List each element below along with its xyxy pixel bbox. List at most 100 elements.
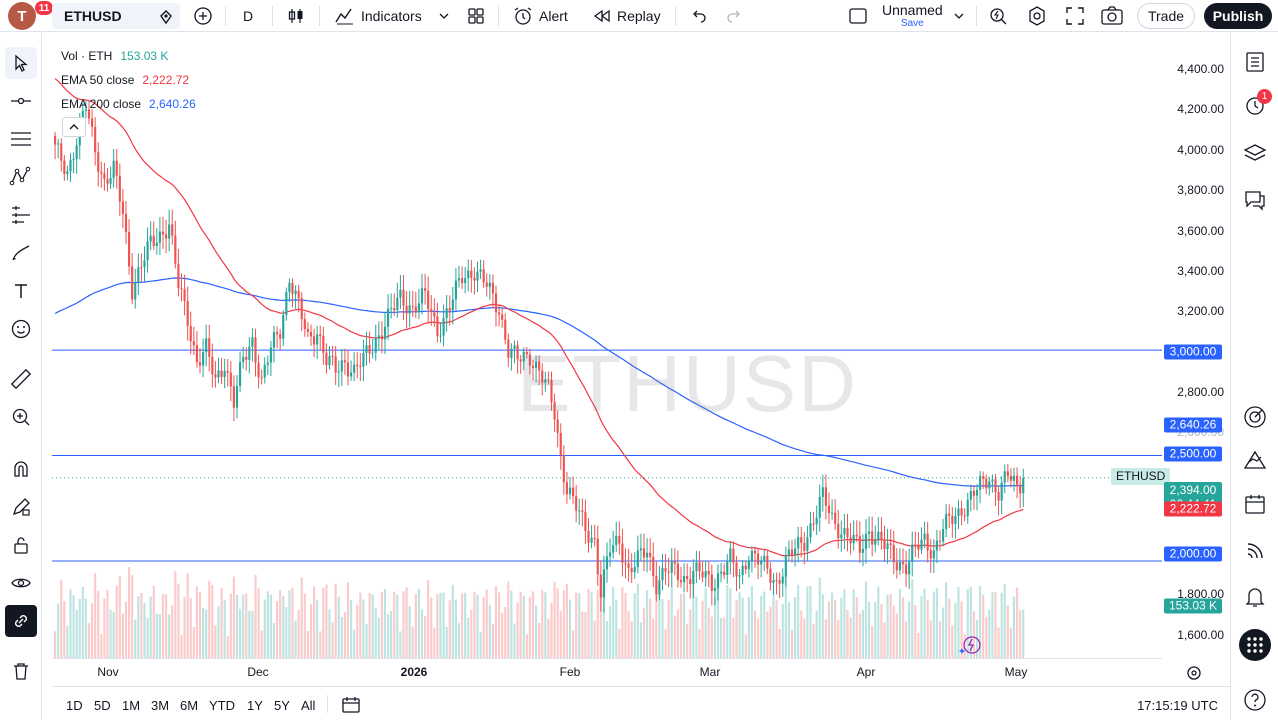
compare-symbol-button[interactable] (192, 0, 214, 32)
candle-body (103, 173, 106, 180)
notifications-button[interactable] (1240, 582, 1270, 612)
replay-button[interactable]: Replay (592, 0, 661, 32)
ema200-legend[interactable]: EMA 200 close 2,640.26 (61, 92, 196, 116)
forecast-tool[interactable] (5, 199, 37, 231)
help-button[interactable] (1240, 685, 1270, 715)
hide-tool[interactable] (5, 567, 37, 599)
candle-body (387, 308, 390, 327)
volume-bar (535, 605, 538, 658)
measure-tool[interactable] (5, 363, 37, 395)
apps-button[interactable] (1239, 629, 1271, 661)
undo-button[interactable] (688, 0, 708, 32)
cursor-tool[interactable] (5, 47, 37, 79)
calendar-button[interactable] (1240, 489, 1270, 519)
bottom-toolbar: 1D 5D 1M 3M 6M YTD 1Y 5Y All 17:15:19 UT… (52, 686, 1230, 720)
candle-body (942, 529, 945, 542)
candle-body (522, 351, 525, 362)
layout-menu[interactable] (848, 0, 868, 32)
sync-drawings-tool[interactable] (5, 605, 37, 637)
publish-button[interactable]: Publish (1204, 3, 1272, 29)
ema200-price-tag: 2,640.26 (1164, 417, 1222, 433)
volume-bar (414, 594, 417, 658)
range-5d[interactable]: 5D (94, 698, 111, 713)
volume-bar (766, 611, 769, 658)
time-axis[interactable]: Nov Dec 2026 Feb Mar Apr May (52, 658, 1162, 686)
divider (327, 695, 328, 713)
chart-type-button[interactable] (286, 0, 306, 32)
volume-bar (590, 591, 593, 658)
range-all[interactable]: All (301, 698, 316, 713)
layers-button[interactable] (1240, 138, 1270, 168)
watchlist-button[interactable] (1240, 47, 1270, 77)
ema50-legend[interactable]: EMA 50 close 2,222.72 (61, 68, 196, 92)
range-1m[interactable]: 1M (122, 698, 141, 713)
screener-button[interactable] (1240, 445, 1270, 475)
candle-body (54, 136, 57, 145)
remove-drawings-tool[interactable] (5, 655, 37, 687)
volume-bar (66, 625, 69, 658)
range-1y[interactable]: 1Y (247, 698, 263, 713)
symbol-search[interactable]: ETHUSD (52, 3, 180, 29)
trend-line-tool[interactable] (5, 85, 37, 117)
user-avatar[interactable]: T 11 (8, 1, 53, 30)
volume-bar (864, 581, 868, 658)
volume-bar (701, 600, 704, 658)
indicators-dropdown[interactable] (437, 0, 451, 32)
trade-button[interactable]: Trade (1137, 3, 1195, 29)
icons-tool[interactable] (5, 313, 37, 345)
range-6m[interactable]: 6M (180, 698, 199, 713)
range-5y[interactable]: 5Y (274, 698, 290, 713)
range-ytd[interactable]: YTD (209, 698, 235, 713)
fib-tool[interactable] (5, 123, 37, 155)
quick-search-button[interactable] (987, 0, 1009, 32)
ideas-button[interactable] (1240, 402, 1270, 432)
candle-body (559, 432, 562, 456)
volume-legend[interactable]: Vol · ETH 153.03 K (61, 44, 196, 68)
candle-body (328, 355, 331, 366)
candle-body (575, 496, 578, 511)
text-tool[interactable] (5, 275, 37, 307)
layout-dropdown[interactable] (952, 0, 966, 32)
alerts-button[interactable]: 1 (1240, 89, 1272, 120)
goto-date-button[interactable] (341, 695, 361, 718)
range-3m[interactable]: 3M (151, 698, 170, 713)
candle-body (908, 561, 911, 575)
layouts-button[interactable] (466, 0, 486, 32)
candle-body (747, 560, 750, 570)
drawing-mode-tool[interactable] (5, 491, 37, 523)
pattern-tool[interactable] (5, 161, 37, 193)
settings-button[interactable] (1026, 0, 1048, 32)
assistant-button[interactable] (958, 634, 984, 661)
zoom-tool[interactable] (5, 401, 37, 433)
redo-button[interactable] (725, 0, 745, 32)
candle-body (568, 487, 572, 495)
interval-button[interactable]: D (243, 8, 254, 24)
legend-collapse-button[interactable] (62, 117, 86, 137)
axis-settings-button[interactable] (1185, 664, 1203, 687)
utc-clock[interactable]: 17:15:19 UTC (1137, 698, 1218, 713)
brush-tool[interactable] (5, 237, 37, 269)
news-button[interactable] (1240, 536, 1270, 566)
volume-bar (461, 593, 464, 658)
symbol-search-icon[interactable] (158, 9, 174, 25)
range-1d[interactable]: 1D (66, 698, 83, 713)
fullscreen-button[interactable] (1064, 0, 1086, 32)
candle-body (217, 370, 220, 378)
volume-bar (337, 596, 340, 658)
candle-body (158, 231, 161, 243)
candle-body (757, 553, 760, 565)
volume-bar (140, 592, 143, 658)
layout-name-button[interactable]: Unnamed Save (882, 2, 943, 30)
snapshot-button[interactable] (1100, 0, 1124, 32)
magnet-tool[interactable] (5, 453, 37, 485)
chart-pane[interactable]: ETHUSD (52, 38, 1162, 658)
candle-body (288, 282, 291, 292)
chats-button[interactable] (1240, 185, 1270, 215)
indicators-button[interactable]: Indicators (334, 0, 422, 32)
lock-tool[interactable] (5, 529, 37, 561)
volume-bar (325, 584, 328, 658)
alert-button[interactable]: Alert (512, 0, 568, 32)
price-axis[interactable]: 4,400.00 4,200.00 4,000.00 3,800.00 3,60… (1162, 38, 1228, 658)
volume-bar (424, 616, 427, 658)
volume-bar (1022, 609, 1025, 658)
